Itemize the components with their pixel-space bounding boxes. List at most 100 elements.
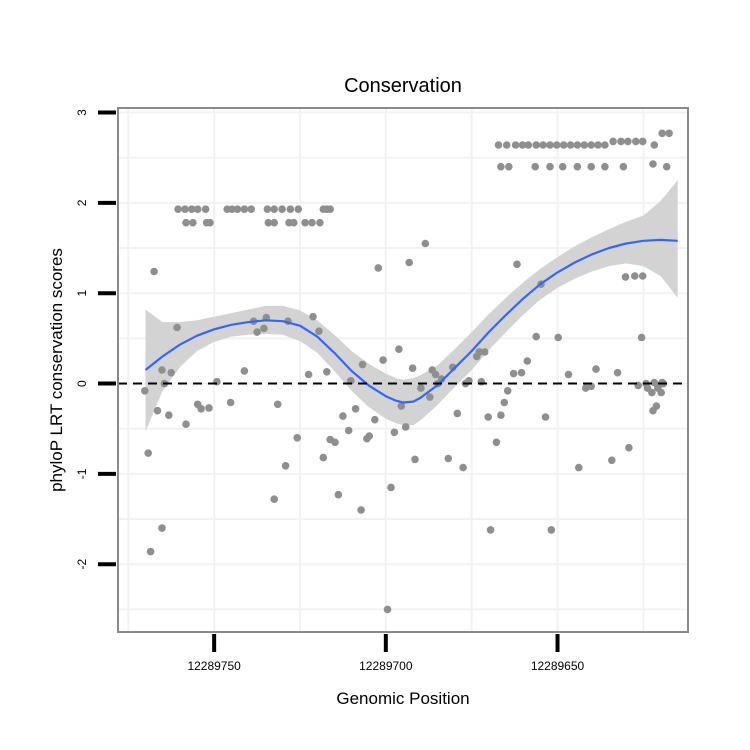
data-point: [541, 413, 550, 421]
data-point: [408, 364, 417, 373]
data-point: [513, 260, 521, 269]
data-point: [532, 332, 540, 341]
data-point: [309, 312, 317, 321]
data-point: [417, 384, 425, 392]
data-point: [331, 438, 339, 447]
data-point: [201, 205, 210, 213]
data-point: [301, 218, 309, 227]
data-point: [601, 141, 609, 149]
data-point: [374, 264, 383, 272]
data-point: [205, 404, 213, 412]
grid: [118, 108, 688, 632]
data-point: [197, 405, 205, 413]
smooth-line: [144, 238, 678, 404]
data-point: [652, 402, 661, 410]
data-point: [539, 141, 547, 149]
data-point: [649, 160, 657, 168]
data-point: [484, 413, 493, 421]
data-point: [390, 428, 399, 437]
chart-title: Conservation: [344, 75, 462, 97]
data-point: [158, 524, 166, 532]
data-point: [290, 218, 298, 227]
y-tick-label: 3: [75, 109, 89, 116]
data-point: [617, 137, 625, 146]
x-axis-label: Genomic Position: [336, 689, 469, 708]
smooth-curve: [144, 238, 678, 404]
data-point: [240, 367, 249, 375]
data-point: [564, 370, 573, 379]
data-point: [638, 137, 647, 146]
data-point: [405, 258, 414, 267]
data-point: [397, 402, 406, 410]
data-point: [165, 411, 173, 420]
data-point: [247, 205, 255, 213]
data-point: [587, 141, 595, 149]
data-point: [323, 368, 331, 376]
data-point: [315, 327, 323, 336]
data-point: [587, 162, 595, 171]
data-point: [475, 348, 484, 356]
data-point: [665, 129, 673, 138]
data-point: [181, 205, 189, 213]
data-point: [308, 218, 316, 227]
data-point: [387, 483, 395, 492]
data-point: [421, 239, 430, 248]
data-point: [494, 141, 503, 149]
y-tick-label: 1: [75, 290, 89, 297]
axis-ticks: -2 -1 0 1 2 3 12289750 12289700 12289650: [75, 109, 585, 673]
data-point: [601, 162, 609, 171]
data-point: [547, 526, 556, 534]
x-tick-label: 12289750: [187, 659, 241, 673]
confidence-band: [145, 180, 678, 432]
data-point: [357, 506, 365, 514]
data-point: [575, 463, 583, 472]
data-point: [480, 348, 489, 356]
data-point: [592, 365, 600, 373]
y-tick-label: 0: [75, 380, 89, 387]
data-point: [263, 205, 272, 213]
data-point: [233, 205, 242, 213]
data-point: [270, 495, 279, 504]
data-point: [500, 398, 509, 407]
data-point: [619, 162, 628, 171]
data-point: [278, 205, 286, 213]
data-point: [648, 388, 656, 397]
data-point: [609, 137, 617, 146]
data-point: [492, 438, 501, 447]
data-point: [182, 218, 190, 227]
data-point: [173, 323, 181, 332]
data-point: [344, 426, 353, 435]
data-point: [167, 368, 175, 377]
data-point: [431, 370, 440, 379]
data-point: [358, 360, 367, 369]
data-point: [497, 411, 505, 420]
y-axis-label: phyloP LRT conservation scores: [47, 248, 66, 492]
data-point: [444, 454, 453, 463]
data-point: [264, 218, 273, 227]
data-point: [437, 375, 446, 383]
data-point: [594, 141, 602, 149]
data-point: [637, 333, 646, 342]
data-point: [316, 218, 324, 227]
data-point: [524, 141, 533, 149]
data-point: [511, 141, 520, 149]
data-point: [523, 357, 532, 365]
data-point: [293, 434, 302, 442]
confidence-band-area: [145, 180, 678, 432]
data-point: [371, 415, 379, 424]
y-tick-label: 2: [75, 199, 89, 206]
x-tick-label: 12289700: [359, 659, 413, 673]
data-point: [459, 463, 467, 472]
data-point: [517, 368, 526, 377]
data-point: [638, 272, 647, 280]
data-point: [174, 205, 182, 213]
data-point: [505, 162, 513, 171]
data-point: [188, 205, 196, 213]
data-point: [226, 398, 235, 407]
data-point: [334, 490, 343, 499]
data-point: [286, 205, 295, 213]
data-point: [339, 412, 347, 420]
data-point: [509, 369, 518, 378]
data-point: [240, 205, 249, 213]
data-point: [365, 432, 374, 440]
